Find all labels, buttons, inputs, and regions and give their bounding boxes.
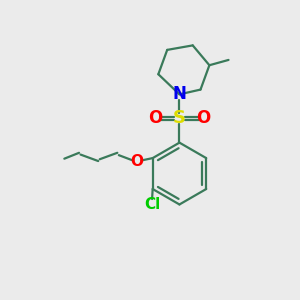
Text: S: S — [173, 110, 186, 128]
Text: N: N — [172, 85, 186, 103]
Text: O: O — [148, 110, 162, 128]
Text: Cl: Cl — [144, 197, 160, 212]
Text: O: O — [130, 154, 143, 169]
Text: O: O — [196, 110, 211, 128]
